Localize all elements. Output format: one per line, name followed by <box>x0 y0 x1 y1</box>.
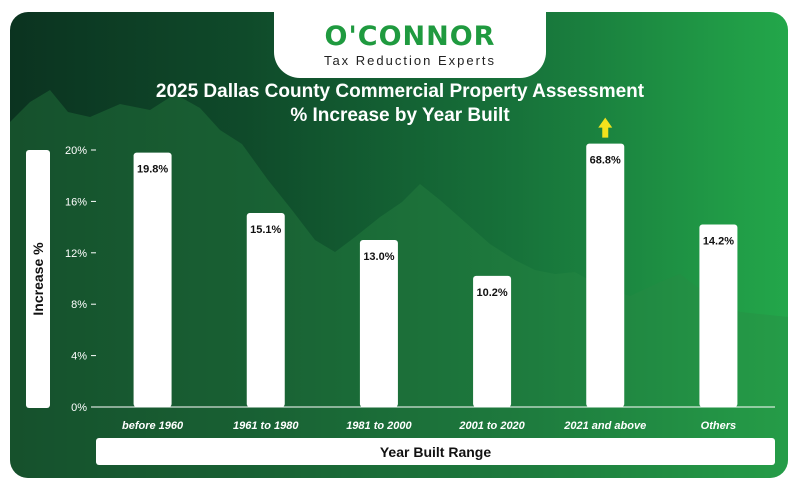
bar <box>133 152 172 407</box>
data-label: 13.0% <box>363 251 394 263</box>
x-tick-label: Others <box>701 420 736 432</box>
x-tick-label: 1981 to 2000 <box>346 420 412 432</box>
data-label: 68.8% <box>590 155 621 167</box>
x-tick-label: 2021 and above <box>563 420 646 432</box>
bar <box>359 239 398 407</box>
bar <box>699 224 738 407</box>
off-scale-up-arrow-icon <box>598 117 613 138</box>
chart-subtitle: % Increase by Year Built <box>290 105 510 126</box>
y-tick-label: 8% <box>71 299 87 311</box>
logo: O'CONNOR Tax Reduction Experts <box>274 12 546 78</box>
chart-title: 2025 Dallas County Commercial Property A… <box>155 81 645 102</box>
data-label: 14.2% <box>703 236 734 248</box>
y-tick-label: 20% <box>65 145 87 157</box>
x-tick-label: 1961 to 1980 <box>233 420 299 432</box>
y-tick-label: 16% <box>65 196 87 208</box>
bar <box>586 143 625 407</box>
x-tick-label: 2001 to 2020 <box>458 420 525 432</box>
logo-wordmark: O'CONNOR <box>324 21 496 52</box>
y-tick-label: 12% <box>65 248 87 260</box>
y-tick-label: 4% <box>71 351 87 363</box>
data-label: 15.1% <box>250 224 281 236</box>
x-axis-label: Year Built Range <box>96 438 775 465</box>
y-tick-label: 0% <box>71 402 87 414</box>
bar <box>246 212 285 407</box>
x-tick-label: before 1960 <box>122 420 184 432</box>
logo-tagline: Tax Reduction Experts <box>323 53 497 68</box>
data-label: 10.2% <box>476 287 507 299</box>
data-label: 19.8% <box>137 164 168 176</box>
y-axis-label-box <box>26 150 50 408</box>
bar <box>473 275 512 407</box>
